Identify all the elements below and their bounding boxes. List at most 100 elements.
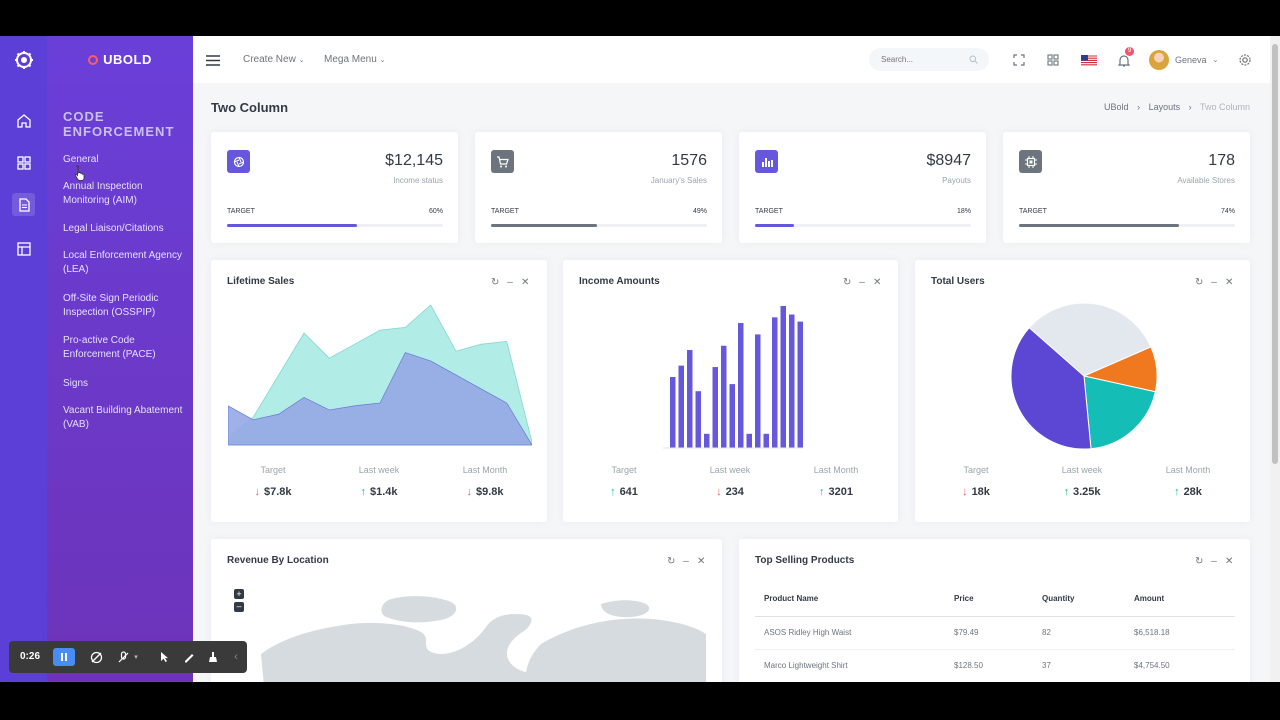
eraser-icon[interactable] (202, 648, 224, 666)
pie-slice (1010, 327, 1092, 450)
progress-fill (227, 224, 357, 227)
total-users-chart (1010, 302, 1158, 450)
sidebar-item-vab[interactable]: Vacant Building Abatement (VAB) (63, 405, 183, 430)
breadcrumb-current: Two Column (1199, 102, 1250, 112)
logo-icon[interactable] (12, 48, 35, 71)
pointer-icon[interactable] (154, 648, 176, 666)
product-quantity: 82 (1042, 628, 1051, 637)
target-percent: 74% (1220, 208, 1235, 215)
apps-grid-icon[interactable] (12, 151, 35, 174)
refresh-icon[interactable]: ↻ (667, 556, 676, 567)
collapse-icon[interactable]: – (1211, 277, 1217, 288)
scrollbar-thumb[interactable] (1272, 44, 1278, 464)
hamburger-menu-icon[interactable] (204, 51, 222, 69)
footer-value: 641 (619, 486, 638, 498)
arrow-down-icon: ↓ (466, 486, 472, 498)
breadcrumb-item[interactable]: Layouts (1148, 102, 1181, 112)
stat-value: 1576 (671, 152, 707, 169)
sidebar-item-pace[interactable]: Pro-active Code Enforcement (PACE) (63, 335, 156, 360)
close-icon[interactable]: ✕ (521, 277, 530, 288)
sidebar-item-general[interactable]: General (63, 154, 99, 165)
close-icon[interactable]: ✕ (1225, 277, 1234, 288)
mega-menu-dropdown[interactable]: Mega Menu ⌄ (324, 54, 385, 65)
cpu-icon (1019, 150, 1042, 173)
sidebar: UBOLD CODE ENFORCEMENT General Annual In… (47, 36, 193, 682)
stat-label: Income status (393, 176, 443, 185)
collapse-icon[interactable]: – (507, 277, 513, 288)
arrow-down-icon: ↓ (962, 486, 968, 498)
stat-value: $8947 (926, 152, 972, 169)
collapse-toolbar-icon[interactable]: ‹ (234, 651, 238, 663)
sidebar-item-aim[interactable]: Annual Inspection Monitoring (AIM) (63, 181, 143, 206)
stat-label: Available Stores (1177, 176, 1235, 185)
layout-icon[interactable] (12, 237, 35, 260)
table-row[interactable]: ASOS Ridley High Waist $79.49 82 $6,518.… (755, 616, 1235, 649)
income-bar (721, 345, 727, 448)
refresh-icon[interactable]: ↻ (491, 277, 500, 288)
search-icon[interactable] (969, 55, 978, 64)
table-row[interactable]: Marco Lightweight Shirt $128.50 37 $4,75… (755, 649, 1235, 682)
card-widgets: ↻ – ✕ (667, 556, 705, 567)
income-bar (789, 314, 795, 448)
footer-label: Target (611, 465, 637, 475)
apps-icon[interactable] (1044, 51, 1062, 69)
income-bar (695, 391, 701, 448)
arrow-up-icon: ↑ (819, 486, 825, 498)
mega-menu-label: Mega Menu (324, 54, 377, 65)
document-icon[interactable] (12, 193, 35, 216)
search-input[interactable] (869, 48, 989, 71)
column-header: Amount (1134, 594, 1165, 604)
brand-logo[interactable]: UBOLD (47, 52, 193, 67)
refresh-icon[interactable]: ↻ (1195, 556, 1204, 567)
lifetime-sales-chart (228, 304, 532, 446)
product-quantity: 37 (1042, 661, 1051, 671)
pause-button[interactable] (53, 648, 75, 666)
chevron-down-icon: ⌄ (1212, 57, 1219, 64)
sidebar-item-osspip[interactable]: Off-Site Sign Periodic Inspection (OSSPI… (63, 293, 159, 318)
world-map[interactable] (241, 594, 711, 682)
footer-label: Target (963, 465, 989, 475)
close-icon[interactable]: ✕ (873, 277, 882, 288)
brand-name: UBOLD (103, 52, 152, 67)
close-icon[interactable]: ✕ (1225, 556, 1234, 567)
refresh-icon[interactable]: ↻ (1195, 277, 1204, 288)
recorder-toolbar: 0:26 ▾ ‹ (9, 641, 247, 673)
refresh-icon[interactable]: ↻ (843, 277, 852, 288)
product-amount: $4,754.50 (1134, 661, 1170, 671)
fullscreen-icon[interactable] (1010, 51, 1028, 69)
zoom-in-button[interactable]: + (234, 589, 244, 599)
stat-value: $12,145 (385, 152, 443, 169)
footer-stat: Last Month ↑ 28k (1138, 465, 1238, 498)
stat-card-stores: 178 Available Stores TARGET 74% (1003, 132, 1250, 243)
zoom-out-button[interactable]: – (234, 602, 244, 612)
home-icon[interactable] (12, 109, 35, 132)
scrollbar[interactable] (1270, 36, 1280, 682)
settings-gear-icon[interactable] (1236, 51, 1254, 69)
footer-stat: Last week ↓ 234 (680, 465, 780, 498)
pen-icon[interactable] (178, 648, 200, 666)
camera-off-icon[interactable] (85, 648, 107, 666)
collapse-icon[interactable]: – (683, 556, 689, 567)
card-title: Revenue By Location (227, 555, 329, 566)
recording-time: 0:26 (20, 651, 41, 662)
avatar (1149, 50, 1169, 70)
bell-icon[interactable] (1115, 51, 1133, 69)
breadcrumb-item[interactable]: UBold (1104, 102, 1129, 112)
footer-label: Last week (1061, 465, 1103, 475)
close-icon[interactable]: ✕ (697, 556, 706, 567)
target-percent: 49% (692, 208, 707, 215)
sidebar-item-signs[interactable]: Signs (63, 378, 89, 389)
collapse-icon[interactable]: – (1211, 556, 1217, 567)
footer-stat: Last Month ↓ $9.8k (435, 465, 535, 498)
sidebar-item-legal-liaison[interactable]: Legal Liaison/Citations (63, 223, 164, 234)
create-new-dropdown[interactable]: Create New ⌄ (243, 54, 304, 65)
app-window: UBOLD CODE ENFORCEMENT General Annual In… (0, 36, 1280, 682)
chevron-down-icon[interactable]: ▾ (134, 654, 138, 661)
column-header: Quantity (1042, 594, 1075, 604)
user-menu[interactable]: Geneva ⌄ (1149, 50, 1218, 70)
chevron-right-icon: › (1188, 102, 1192, 112)
us-flag-icon[interactable] (1080, 51, 1098, 69)
mic-off-icon[interactable] (112, 648, 134, 666)
collapse-icon[interactable]: – (859, 277, 865, 288)
sidebar-item-lea[interactable]: Local Enforcement Agency (LEA) (63, 250, 182, 275)
